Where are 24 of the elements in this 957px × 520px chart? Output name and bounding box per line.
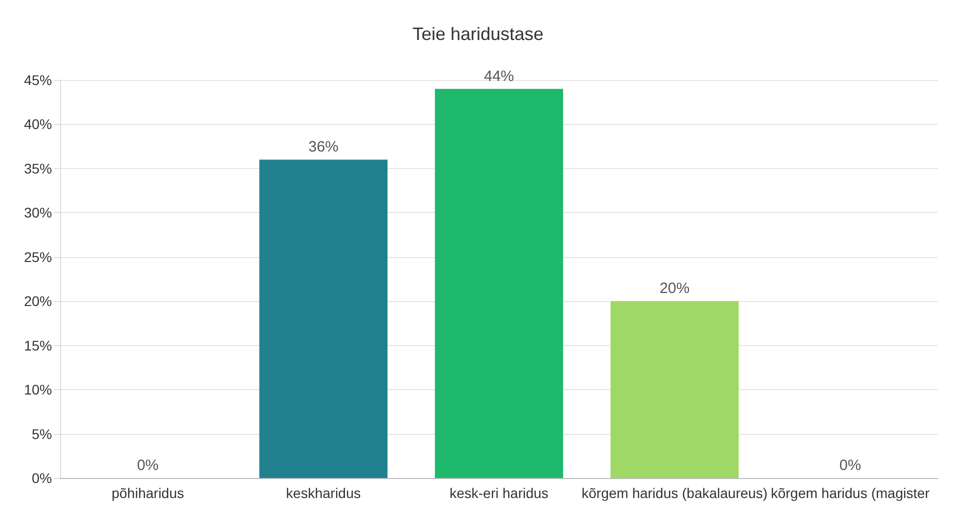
x-tick-label: kõrgem haridus (bakalaureus) [582,485,768,501]
y-tick-label: 40% [24,116,52,132]
data-label: 36% [308,138,338,156]
y-tick-label: 25% [24,248,52,265]
y-tick-label: 15% [24,337,52,354]
y-tick-label: 5% [32,426,52,442]
bar [259,160,388,478]
x-tick-label: kõrgem haridus (magister [770,485,930,501]
y-tick-label: 0% [32,470,52,486]
x-tick-label: põhiharidus [112,485,184,501]
bar [610,301,739,478]
chart-title: Teie haridustase [412,24,544,44]
y-tick-label: 45% [24,72,52,88]
bar [434,88,564,478]
y-tick-label: 30% [24,204,52,221]
y-tick-label: 35% [24,160,52,176]
data-label: 0% [839,457,862,474]
y-tick-label: 10% [24,382,52,398]
data-label: 0% [136,457,159,474]
y-tick-label: 20% [24,293,52,310]
x-tick-label: keskharidus [286,485,361,501]
data-label: 20% [660,280,690,298]
data-label: 44% [484,68,514,85]
x-tick-label: kesk-eri haridus [450,485,548,501]
